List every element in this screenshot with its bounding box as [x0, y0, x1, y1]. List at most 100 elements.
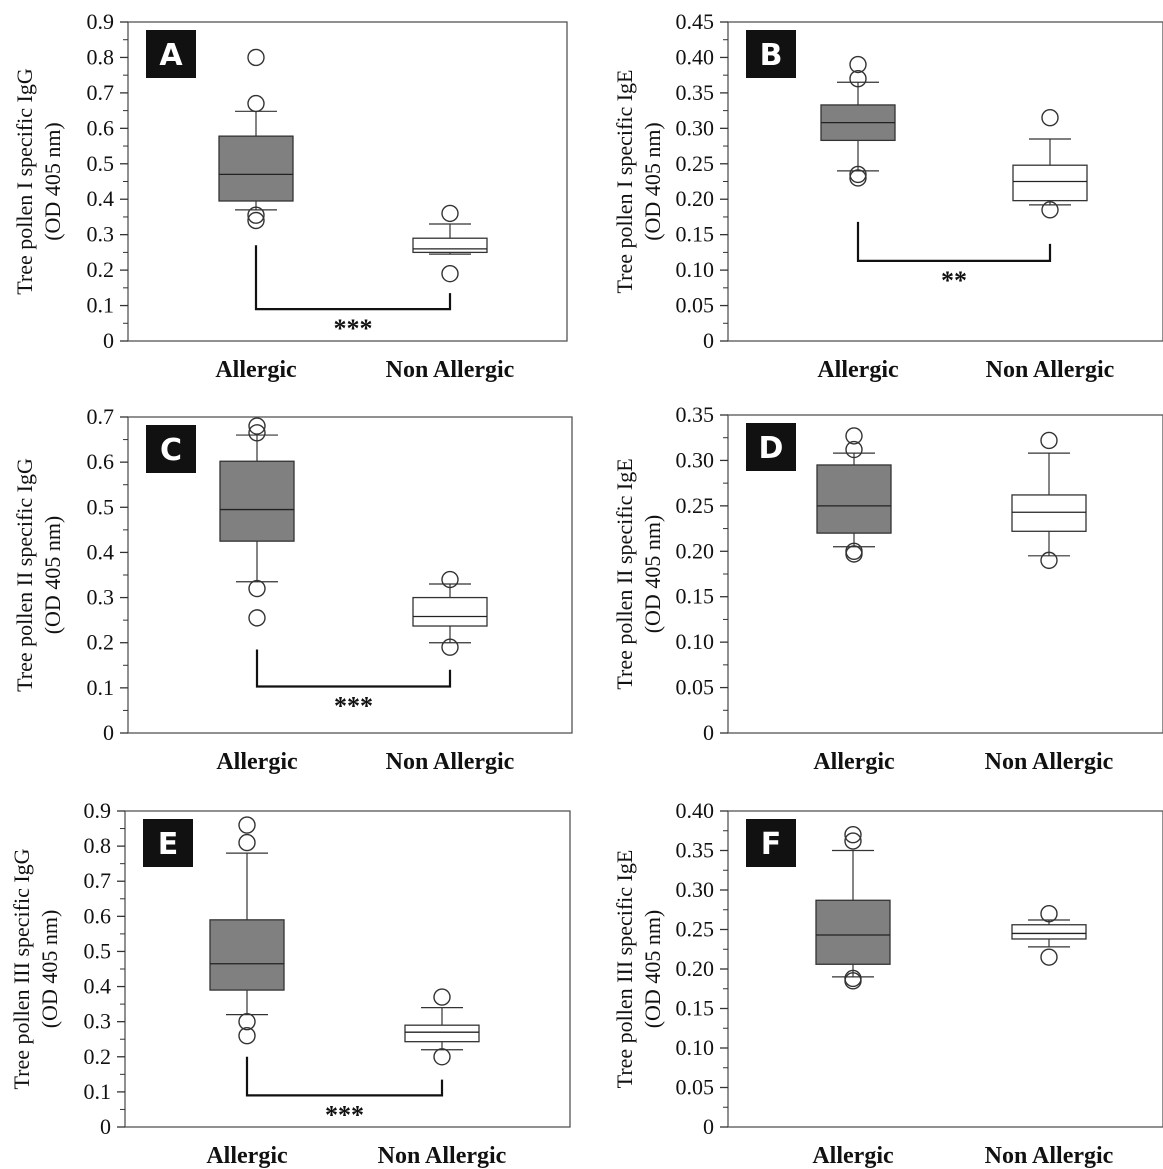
outlier-point [849, 169, 867, 187]
outlier-point [849, 165, 867, 184]
category-label-non-allergic: Non Allergic [378, 1143, 507, 1169]
category-label-non-allergic: Non Allergic [386, 749, 515, 775]
panel-letter-badge [746, 30, 796, 78]
category-label-allergic: Allergic [216, 749, 298, 775]
outlier-point [1040, 948, 1058, 966]
y-tick-label: 0.30 [676, 447, 715, 472]
y-tick-label: 0.3 [84, 1009, 112, 1034]
outlier-point [1040, 431, 1058, 450]
y-axis-unit: (OD 405 nm) [640, 910, 665, 1029]
box-non-allergic [1012, 108, 1088, 219]
significance-stars: ** [941, 266, 967, 295]
box-allergic [815, 826, 891, 990]
category-label-non-allergic: Non Allergic [986, 357, 1115, 383]
y-tick-label: 0.10 [676, 629, 715, 654]
y-tick-label: 0.30 [676, 877, 715, 902]
panel-letter: D [759, 431, 784, 466]
y-tick-label: 0.1 [84, 1079, 112, 1104]
iqr-box [1011, 494, 1087, 532]
category-label-non-allergic: Non Allergic [985, 1143, 1114, 1169]
iqr-box [412, 596, 488, 627]
y-tick-label: 0.2 [87, 257, 115, 282]
y-axis-label: Tree pollen III specific IgE [612, 850, 637, 1089]
y-tick-label: 0.35 [676, 402, 715, 427]
y-tick-label: 0.35 [676, 838, 715, 863]
y-tick-label: 0.15 [676, 222, 715, 247]
panel-letter-badge [143, 819, 193, 867]
y-tick-label: 0.9 [84, 798, 112, 823]
box-non-allergic [412, 204, 488, 283]
y-tick-label: 0.45 [676, 9, 715, 34]
iqr-box [1012, 164, 1088, 202]
y-tick-label: 0.5 [84, 938, 112, 963]
y-axis-label: Tree pollen III specific IgG [9, 848, 34, 1089]
outlier-point [238, 1012, 256, 1031]
outlier-point [248, 609, 266, 627]
panel-c: 0 0.1 0.2 0.3 0.4 0.5 0.6 0.7 Tree pollen II spe… [12, 404, 573, 775]
y-tick-label: 0.8 [87, 44, 115, 69]
y-tick-label: 0.05 [676, 293, 715, 318]
category-label-non-allergic: Non Allergic [386, 357, 515, 383]
panel-letter: A [159, 38, 183, 73]
significance-stars: *** [334, 314, 373, 343]
panel-letter: E [158, 827, 179, 862]
outlier-point [441, 204, 459, 223]
outlier-point [849, 70, 867, 88]
category-label-non-allergic: Non Allergic [985, 749, 1114, 775]
panel-letter: C [160, 433, 182, 468]
box-allergic [816, 427, 892, 563]
category-label-allergic: Allergic [206, 1143, 288, 1169]
category-label-allergic: Allergic [215, 357, 297, 383]
iqr-box [218, 135, 294, 202]
y-tick-label: 0.15 [676, 996, 715, 1021]
outlier-point [247, 48, 265, 67]
bracket-line [245, 1056, 444, 1097]
y-axis-unit: (OD 405 nm) [640, 122, 665, 241]
y-tick-label: 0.20 [676, 538, 715, 563]
category-label-allergic: Allergic [812, 1143, 894, 1169]
panel-e: 0 0.1 0.2 0.3 0.4 0.5 0.6 0.7 0.8 0.9 Tree pollen … [9, 798, 571, 1169]
bracket-line [254, 245, 452, 311]
outlier-point [247, 211, 265, 230]
panel-a: 0 0.1 0.2 0.3 0.4 0.5 0.6 0.7 0.8 0.9 Tree pollen … [12, 9, 568, 383]
outlier-point [247, 94, 265, 113]
panel-letter-badge [146, 30, 196, 78]
y-axis-unit: (OD 405 nm) [640, 515, 665, 634]
panel-f: 0 0.05 0.10 0.15 0.20 0.25 0.30 0.35 0.40 Tree po… [612, 798, 1163, 1169]
y-tick-label: 0.4 [87, 539, 115, 564]
y-tick-label: 0 [103, 328, 114, 353]
category-label-allergic: Allergic [813, 749, 895, 775]
y-tick-label: 0.4 [87, 186, 115, 211]
y-tick-label: 0.25 [676, 917, 715, 942]
y-tick-label: 0.1 [87, 675, 115, 700]
y-tick-label: 0.7 [84, 868, 112, 893]
outlier-point [845, 440, 863, 459]
outlier-point [849, 55, 867, 74]
y-tick-label: 0 [103, 720, 114, 745]
y-tick-label: 0.15 [676, 584, 715, 609]
outlier-point [248, 579, 266, 598]
outlier-point [1041, 201, 1059, 219]
y-tick-label: 0.6 [84, 903, 112, 928]
iqr-box [1011, 924, 1087, 940]
y-tick-label: 0.05 [676, 1075, 715, 1100]
y-tick-label: 0.10 [676, 1035, 715, 1060]
y-tick-label: 0.8 [84, 833, 112, 858]
panel-b: 0 0.05 0.10 0.15 0.20 0.25 0.30 0.35 0.40 0.45 Tre… [612, 9, 1163, 383]
panel-letter-badge [746, 423, 796, 471]
panel-letter: B [760, 38, 783, 73]
significance-bracket: ** [856, 221, 1052, 295]
y-axis-label: Tree pollen II specific IgG [12, 458, 37, 692]
panel-letter: F [761, 827, 782, 862]
iqr-box [404, 1024, 480, 1043]
outlier-point [248, 424, 266, 442]
y-tick-label: 0.35 [676, 80, 715, 105]
y-tick-label: 0.40 [676, 798, 715, 823]
iqr-box [815, 899, 891, 965]
y-tick-label: 0.5 [87, 494, 115, 519]
outlier-point [844, 826, 862, 844]
box-non-allergic [404, 988, 480, 1066]
y-tick-label: 0.5 [87, 151, 115, 176]
outlier-point [844, 832, 862, 850]
